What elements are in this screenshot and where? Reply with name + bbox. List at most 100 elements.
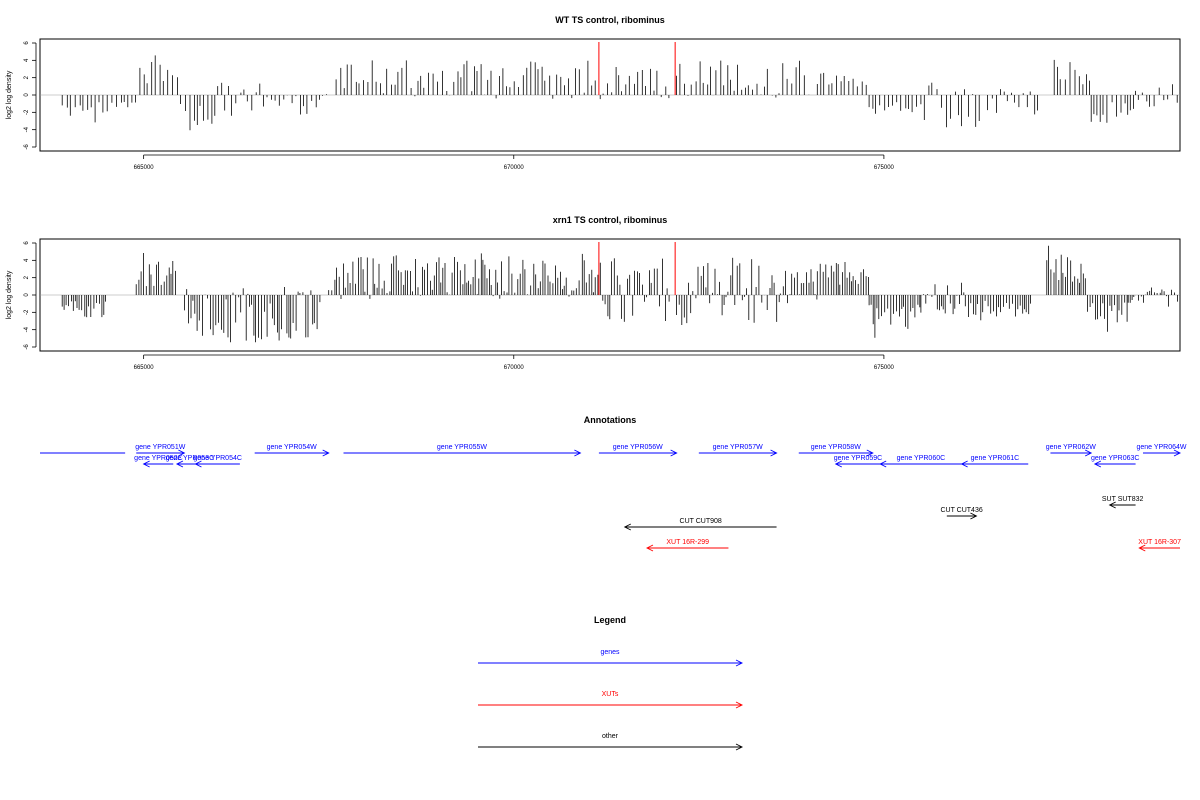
arrow-head-icon [194,460,202,468]
x-axis-wt: 665000 670000 675000 [134,154,895,171]
arrow-head-icon [142,460,150,468]
arrow-head-icon [1093,460,1102,468]
y-tick-label: -6 [24,144,30,150]
feature-label: gene YPR061C [971,455,1020,462]
feature-label: gene YPR052C [134,455,183,462]
feature-gene: gene YPR062W [1046,444,1096,457]
feature-label: gene YPR062W [1046,444,1096,451]
feature-label: SUT SUT832 [1102,496,1144,503]
feature-label: XUT 16R-307 [1138,539,1181,546]
y-tick-label: 0 [24,93,30,97]
bars-xrn1 [40,242,1181,343]
y-tick-label: -6 [24,344,30,350]
y-tick-label: 6 [24,41,30,45]
x-tick-label: 670000 [504,365,525,371]
feature-gene: gene YPR057W [698,444,778,457]
feature-label: gene YPR054C [193,455,242,462]
feature-other: CUT CUT908 [623,518,777,531]
arrow-head-icon [879,460,887,468]
feature-gene: gene YPR054W [254,444,330,457]
bars-wt [40,42,1180,131]
arrow-head-icon [960,460,968,468]
x-tick-label: 675000 [874,365,895,371]
feature-label: gene YPR055W [437,444,487,451]
y-tick-label: 0 [24,293,30,297]
arrow-head-icon [1173,449,1182,457]
legend-label: genes [600,649,620,656]
legend-item-other: other [478,733,744,751]
legend: Legend genes XUTs other [478,615,744,751]
x-axis-xrn1: 665000 670000 675000 [134,354,895,371]
y-tick-label: -4 [24,126,30,132]
feature-gene: gene YPR063C [1091,455,1140,468]
feature-gene: gene YPR064W [1136,444,1187,457]
panel-wt: WT TS control, ribominus log2 log densit… [6,15,1181,171]
y-tick-label: 6 [24,241,30,245]
y-tick-label: -2 [24,309,30,315]
arrow-head-icon [670,449,678,457]
y-axis-label-xrn1: log2 log density [6,270,13,319]
legend-item-genes: genes [478,649,744,667]
arrow-head-icon [970,512,978,520]
x-tick-label: 670000 [504,165,525,171]
legend-label: XUTs [602,691,619,698]
feature-label: gene YPR063C [1091,455,1140,462]
feature-gene: gene YPR059C [834,455,883,468]
y-tick-label: 4 [24,258,30,262]
y-tick-label: 2 [24,275,30,279]
y-axis-wt: 6 4 2 0 -2 -4 -6 [24,41,37,150]
legend-items: genes XUTs other [478,649,744,751]
y-tick-label: 2 [24,75,30,79]
legend-title: Legend [594,615,626,625]
arrow-head-icon [623,523,632,531]
feature-gene: gene YPR052C [134,455,183,468]
y-tick-label: -2 [24,109,30,115]
feature-label: gene YPR060C [897,455,946,462]
panel-title-xrn1: xrn1 TS control, ribominus [553,215,668,225]
panel-xrn1: xrn1 TS control, ribominus log2 log dens… [6,215,1181,371]
feature-gene: gene YPR054C [193,455,242,468]
feature-label: gene YPR054W [267,444,317,451]
feature-gene: gene YPR056W [598,444,678,457]
annotations-title: Annotations [584,415,637,425]
arrow-head-icon [1138,544,1146,552]
arrow-head-icon [574,449,582,457]
y-axis-label-wt: log2 log density [6,70,13,119]
feature-other: CUT CUT436 [940,507,983,520]
y-axis-xrn1: 6 4 2 0 -2 -4 -6 [24,241,37,350]
feature-label: gene YPR056W [613,444,663,451]
feature-xut: XUT 16R-299 [646,539,729,552]
arrow-head-icon [178,449,186,457]
arrow-head-icon [175,460,184,468]
feature-label: gene YPR051W [135,444,185,451]
arrow-head-icon [1108,501,1116,509]
feature-label: XUT 16R-299 [666,539,709,546]
legend-label: other [602,733,619,740]
feature-gene: gene YPR060C [879,455,962,468]
feature-label: gene YPR057W [713,444,763,451]
y-tick-label: 4 [24,58,30,62]
feature-label: CUT CUT436 [940,507,982,514]
feature-gene: gene YPR051W [135,444,186,457]
feature-other: SUT SUT832 [1102,496,1144,509]
x-tick-label: 665000 [134,165,155,171]
arrow-head-icon [322,449,330,457]
arrow-head-icon [735,701,744,709]
feature-label: gene YPR059C [834,455,883,462]
feature-label: gene YPR058W [811,444,861,451]
arrow-head-icon [834,460,842,468]
arrow-head-icon [770,449,778,457]
feature-xut: XUT 16R-307 [1138,539,1181,552]
panel-title-wt: WT TS control, ribominus [555,15,665,25]
feature-gene: gene YPR061C [960,455,1029,468]
feature-label: gene YPR064W [1136,444,1186,451]
arrow-head-icon [866,449,874,457]
x-tick-label: 665000 [134,365,155,371]
arrow-head-icon [1084,449,1093,457]
feature-label: CUT CUT908 [680,518,722,525]
annotations-panel: Annotations gene YPR051W gene YPR052C gene… [40,415,1187,552]
arrow-head-icon [735,659,744,667]
feature-gene: gene YPR055W [343,444,582,457]
